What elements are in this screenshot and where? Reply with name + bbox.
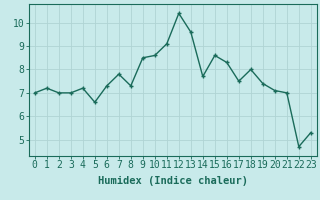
- X-axis label: Humidex (Indice chaleur): Humidex (Indice chaleur): [98, 176, 248, 186]
